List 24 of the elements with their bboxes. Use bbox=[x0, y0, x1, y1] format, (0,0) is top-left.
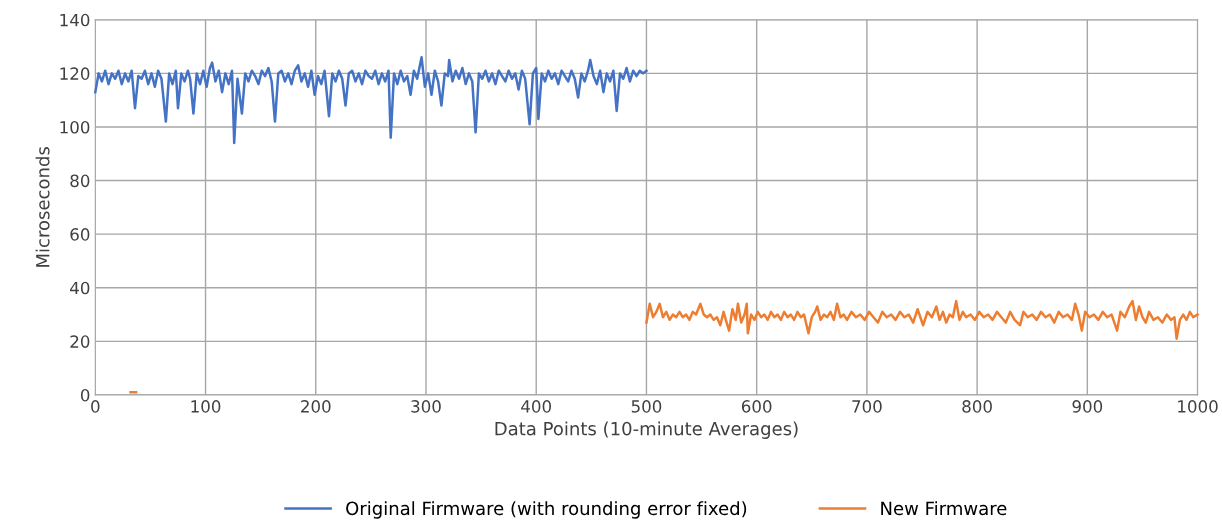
x-tick-label: 100 bbox=[191, 400, 221, 413]
x-tick-label: 700 bbox=[852, 400, 882, 413]
legend-label: New Firmware bbox=[881, 501, 1007, 516]
y-tick-label: 100 bbox=[60, 120, 90, 134]
legend-label: Original Firmware (with rounding error fixed) bbox=[346, 501, 747, 519]
x-tick-label: 400 bbox=[521, 400, 552, 413]
y-tick-label: 140 bbox=[60, 13, 90, 27]
y-tick-label: 40 bbox=[70, 281, 90, 295]
y-tick-label: 0 bbox=[80, 388, 90, 402]
x-tick-label: 1000 bbox=[1178, 400, 1218, 413]
y-axis-title: Microseconds bbox=[35, 147, 50, 267]
x-tick-label: 300 bbox=[411, 400, 441, 413]
x-axis-title: Data Points (10-minute Averages) bbox=[495, 421, 798, 439]
x-tick-label: 600 bbox=[741, 400, 772, 413]
x-tick-label: 200 bbox=[301, 400, 331, 413]
x-tick-label: 900 bbox=[1072, 400, 1103, 413]
x-tick-label: 500 bbox=[631, 400, 662, 413]
y-tick-label: 20 bbox=[70, 335, 90, 348]
y-tick-label: 60 bbox=[70, 228, 90, 241]
y-tick-label: 120 bbox=[60, 67, 90, 80]
x-tick-label: 0 bbox=[91, 400, 100, 413]
y-tick-label: 80 bbox=[70, 174, 90, 188]
line-series bbox=[94, 56, 648, 145]
x-tick-label: 800 bbox=[962, 400, 992, 413]
